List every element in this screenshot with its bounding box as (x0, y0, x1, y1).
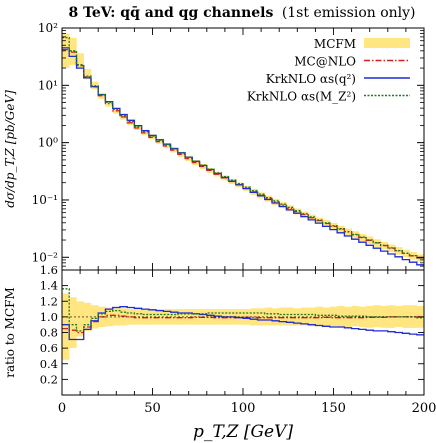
axes: 10² 10¹ 10⁰ 10⁻¹ 10⁻² 0 50 100 150 200 0.20.4 0.60.… (3, 21, 436, 442)
ratio-band-bin (148, 309, 157, 325)
ratio-xtick-label: 150 (321, 401, 346, 416)
ratio-band-bin (257, 308, 265, 326)
ratio-band-bin (373, 305, 381, 328)
ratio-band-bin (279, 307, 287, 326)
main-series-line (62, 47, 424, 266)
ratio-ytick-label: 0.4 (40, 357, 58, 371)
ratio-plot-frame (61, 269, 425, 396)
ratio-band-bin (337, 305, 345, 327)
main-series-line (62, 48, 424, 259)
legend-label: KrkNLO αs(q²) (266, 72, 356, 86)
main-band-bin (272, 198, 280, 205)
ratio-ytick-label: 1.0 (40, 310, 58, 324)
ratio-xtick-label: 100 (231, 401, 256, 416)
ratio-band-bin (141, 309, 150, 325)
main-series-line (62, 36, 424, 259)
ratio-band-bin (112, 308, 121, 326)
ratio-series-line (62, 306, 424, 341)
chart-title: 8 TeV: qq̄ and qg channels (1st emission… (68, 5, 415, 21)
ratio-xtick-label: 200 (412, 401, 436, 416)
legend-label: MCFM (314, 37, 356, 51)
ratio-band-bin (300, 307, 309, 326)
ratio-band-bin (315, 306, 323, 327)
main-band-bin (286, 205, 294, 212)
series-lines (62, 36, 424, 341)
legend-swatch-band (364, 38, 410, 48)
main-ytick-label: 10⁰ (38, 136, 58, 150)
ratio-band-bin (185, 309, 193, 325)
ratio-ytick-label: 0.2 (40, 372, 58, 386)
ratio-band-bin (250, 308, 258, 326)
legend: MCFM MC@NLO KrkNLO αs(q²) KrkNLO αs(M_Z²) (247, 37, 410, 104)
chart-title-normal: (1st emission only) (282, 5, 416, 21)
ratio-band-bin (177, 309, 186, 325)
ratio-series-line (62, 288, 424, 332)
legend-label: KrkNLO αs(M_Z²) (247, 90, 356, 104)
ratio-band-bin (214, 309, 222, 325)
main-band-bin (402, 249, 410, 258)
ratio-xtick-label: 50 (144, 401, 161, 416)
main-ytick-label: 10⁻² (32, 250, 59, 264)
ratio-band-bin (76, 301, 84, 337)
ratio-series-line (62, 314, 424, 334)
ratio-xtick-label: 0 (58, 401, 66, 416)
ratio-band-bin (329, 306, 338, 327)
main-band-bin (163, 143, 171, 149)
chart-title-bold: 8 TeV: qq̄ and qg channels (68, 5, 273, 21)
main-band-bin (83, 69, 92, 80)
ratio-band-bin (69, 297, 77, 349)
main-ytick-label: 10⁻¹ (32, 193, 58, 207)
ratio-band-bin (387, 305, 396, 328)
ratio-band-bin (395, 305, 403, 327)
ratio-ytick-label: 1.2 (40, 294, 58, 308)
ratio-ylabel: ratio to MCFM (3, 287, 17, 378)
ratio-ytick-label: 0.6 (40, 341, 58, 355)
main-band-bin (264, 195, 273, 202)
main-ytick-label: 10¹ (38, 78, 58, 92)
ratio-band-bin (286, 307, 294, 326)
ratio-ytick-label: 1.6 (40, 263, 58, 277)
main-plot-frame (61, 27, 425, 271)
ratio-band-bin (344, 306, 352, 327)
ratio-ytick-label: 0.8 (40, 326, 58, 340)
ratio-band-bin (62, 293, 70, 360)
ratio-band-bin (409, 305, 417, 328)
main-band-bin (76, 53, 84, 69)
main-ytick-label: 10² (38, 21, 58, 35)
ratio-band-bin (105, 307, 113, 327)
ratio-band-bin (264, 307, 273, 326)
xlabel: p_T,Z [GeV] (193, 422, 293, 442)
ratio-ytick-label: 1.4 (40, 279, 58, 293)
main-band-bin (293, 208, 302, 215)
legend-label: MC@NLO (294, 55, 356, 69)
main-ylabel: dσ/dp_T,Z [pb/GeV] (3, 90, 17, 208)
ratio-band-bin (293, 308, 302, 326)
